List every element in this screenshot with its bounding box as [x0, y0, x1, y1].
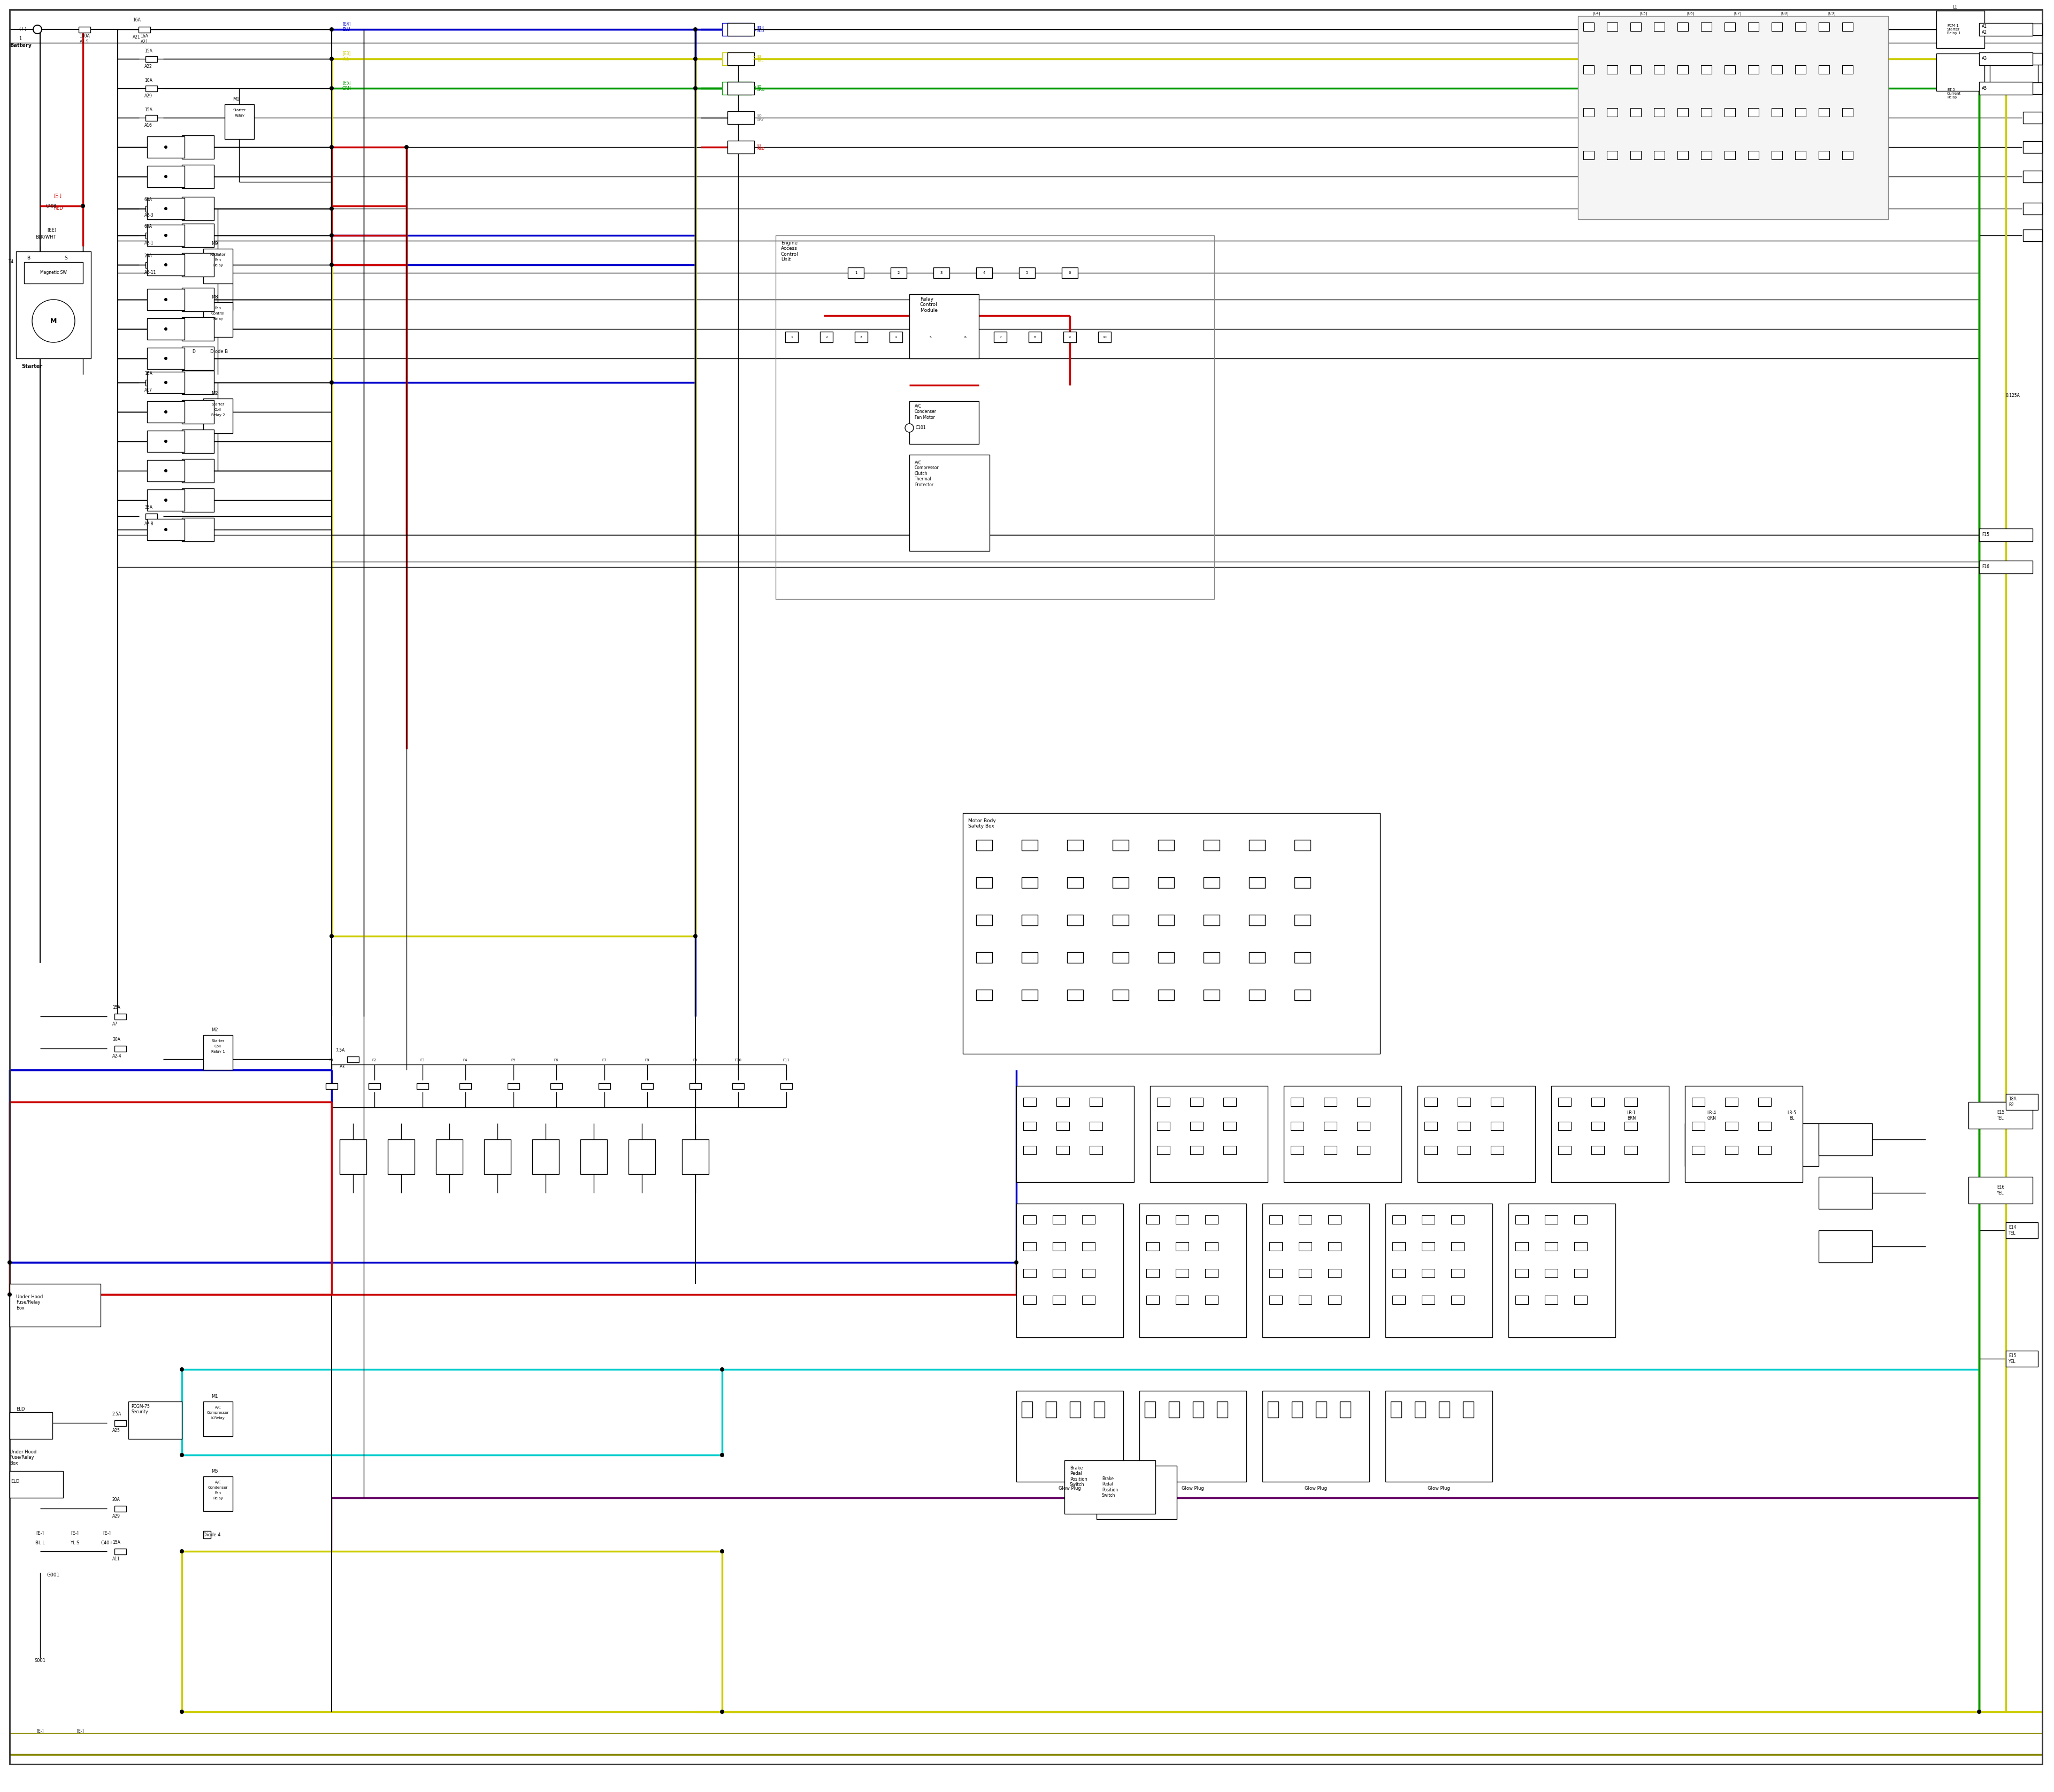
- Bar: [2023, 54, 2042, 65]
- Bar: [1021, 878, 1037, 889]
- Bar: [1842, 65, 1853, 73]
- Text: A2-3: A2-3: [144, 213, 154, 217]
- Text: 3: 3: [754, 86, 756, 91]
- Text: LR-5
BL: LR-5 BL: [1787, 1111, 1797, 1120]
- Text: Relay: Relay: [234, 115, 244, 116]
- Bar: [1692, 1145, 1705, 1154]
- Bar: [1701, 108, 1711, 116]
- Bar: [10, 1412, 53, 1439]
- Bar: [1158, 952, 1175, 962]
- Circle shape: [33, 299, 74, 342]
- Bar: [203, 249, 232, 283]
- Bar: [1146, 1269, 1158, 1278]
- Bar: [1017, 1086, 1134, 1183]
- Text: A22: A22: [144, 65, 152, 70]
- Text: Starter: Starter: [212, 1039, 224, 1043]
- Bar: [16, 251, 90, 358]
- Bar: [1325, 1098, 1337, 1106]
- Text: 5: 5: [1025, 271, 1029, 274]
- Bar: [1625, 1145, 1637, 1154]
- Circle shape: [181, 1710, 185, 1713]
- Bar: [1169, 1401, 1179, 1417]
- Bar: [1516, 1296, 1528, 1305]
- Text: Magnetic SW: Magnetic SW: [41, 271, 68, 276]
- Bar: [183, 346, 214, 371]
- Text: Motor Body
Safety Box: Motor Body Safety Box: [967, 819, 996, 830]
- Bar: [1263, 1204, 1370, 1337]
- Text: M8: M8: [212, 294, 218, 299]
- Bar: [1021, 1401, 1033, 1417]
- Bar: [1175, 1269, 1189, 1278]
- Text: M: M: [49, 317, 58, 324]
- Text: Engine
Access
Control
Unit: Engine Access Control Unit: [781, 240, 799, 262]
- Text: E5
GRN: E5 GRN: [756, 84, 764, 91]
- Bar: [1089, 1098, 1103, 1106]
- Bar: [1175, 1215, 1189, 1224]
- Text: E14
BLU: E14 BLU: [756, 25, 764, 32]
- Text: 6: 6: [1068, 271, 1070, 274]
- Text: F6: F6: [555, 1059, 559, 1063]
- Text: 60A: 60A: [144, 224, 152, 229]
- Text: 10: 10: [1103, 335, 1107, 339]
- Bar: [1692, 1122, 1705, 1131]
- Bar: [1653, 23, 1664, 30]
- Bar: [183, 136, 214, 159]
- Bar: [1329, 1215, 1341, 1224]
- Bar: [976, 267, 992, 278]
- Text: PCGM-75
Security: PCGM-75 Security: [131, 1405, 150, 1414]
- Bar: [148, 319, 185, 340]
- Bar: [1358, 1145, 1370, 1154]
- Circle shape: [164, 382, 168, 383]
- Bar: [1269, 1215, 1282, 1224]
- Bar: [1249, 914, 1265, 925]
- Text: Coil: Coil: [214, 409, 222, 412]
- Text: 15A: 15A: [113, 1005, 121, 1011]
- Bar: [1113, 878, 1128, 889]
- Bar: [1056, 1122, 1070, 1131]
- Text: F2: F2: [372, 1059, 376, 1063]
- Circle shape: [405, 145, 409, 149]
- Bar: [1551, 1086, 1668, 1183]
- Bar: [1725, 108, 1736, 116]
- Bar: [1082, 1242, 1095, 1251]
- Bar: [1358, 1122, 1370, 1131]
- Text: F4: F4: [462, 1059, 468, 1063]
- Bar: [1584, 23, 1594, 30]
- Text: Starter: Starter: [212, 403, 224, 407]
- Text: Relay
Control
Module: Relay Control Module: [920, 297, 939, 314]
- Bar: [1415, 1401, 1425, 1417]
- Bar: [1045, 1401, 1056, 1417]
- Bar: [682, 1140, 709, 1174]
- Text: A11: A11: [113, 1557, 121, 1561]
- Bar: [910, 294, 980, 358]
- Bar: [1701, 151, 1711, 159]
- Bar: [146, 86, 158, 91]
- Text: [E8]: [E8]: [1781, 11, 1789, 14]
- Text: M9: M9: [212, 242, 218, 246]
- Circle shape: [164, 357, 168, 360]
- Bar: [1692, 1098, 1705, 1106]
- Bar: [1393, 1269, 1405, 1278]
- Text: E14
TEL: E14 TEL: [2009, 1226, 2017, 1235]
- Text: F11: F11: [783, 1059, 791, 1063]
- Bar: [976, 878, 992, 889]
- Bar: [148, 136, 185, 158]
- Text: [E4]
BLU: [E4] BLU: [343, 22, 351, 32]
- Text: A7: A7: [113, 1021, 117, 1027]
- Bar: [1842, 23, 1853, 30]
- Bar: [1204, 914, 1220, 925]
- Bar: [417, 1082, 429, 1090]
- Bar: [1146, 1215, 1158, 1224]
- Bar: [976, 914, 992, 925]
- Bar: [10, 1471, 64, 1498]
- Circle shape: [694, 27, 698, 32]
- Bar: [1290, 1098, 1304, 1106]
- Bar: [1631, 23, 1641, 30]
- Bar: [1023, 1215, 1035, 1224]
- Bar: [183, 289, 214, 312]
- Bar: [1113, 914, 1128, 925]
- Bar: [1023, 1098, 1035, 1106]
- Bar: [1462, 1401, 1473, 1417]
- Text: E15
TEL: E15 TEL: [1996, 1109, 2005, 1120]
- Text: L1: L1: [1953, 5, 1957, 9]
